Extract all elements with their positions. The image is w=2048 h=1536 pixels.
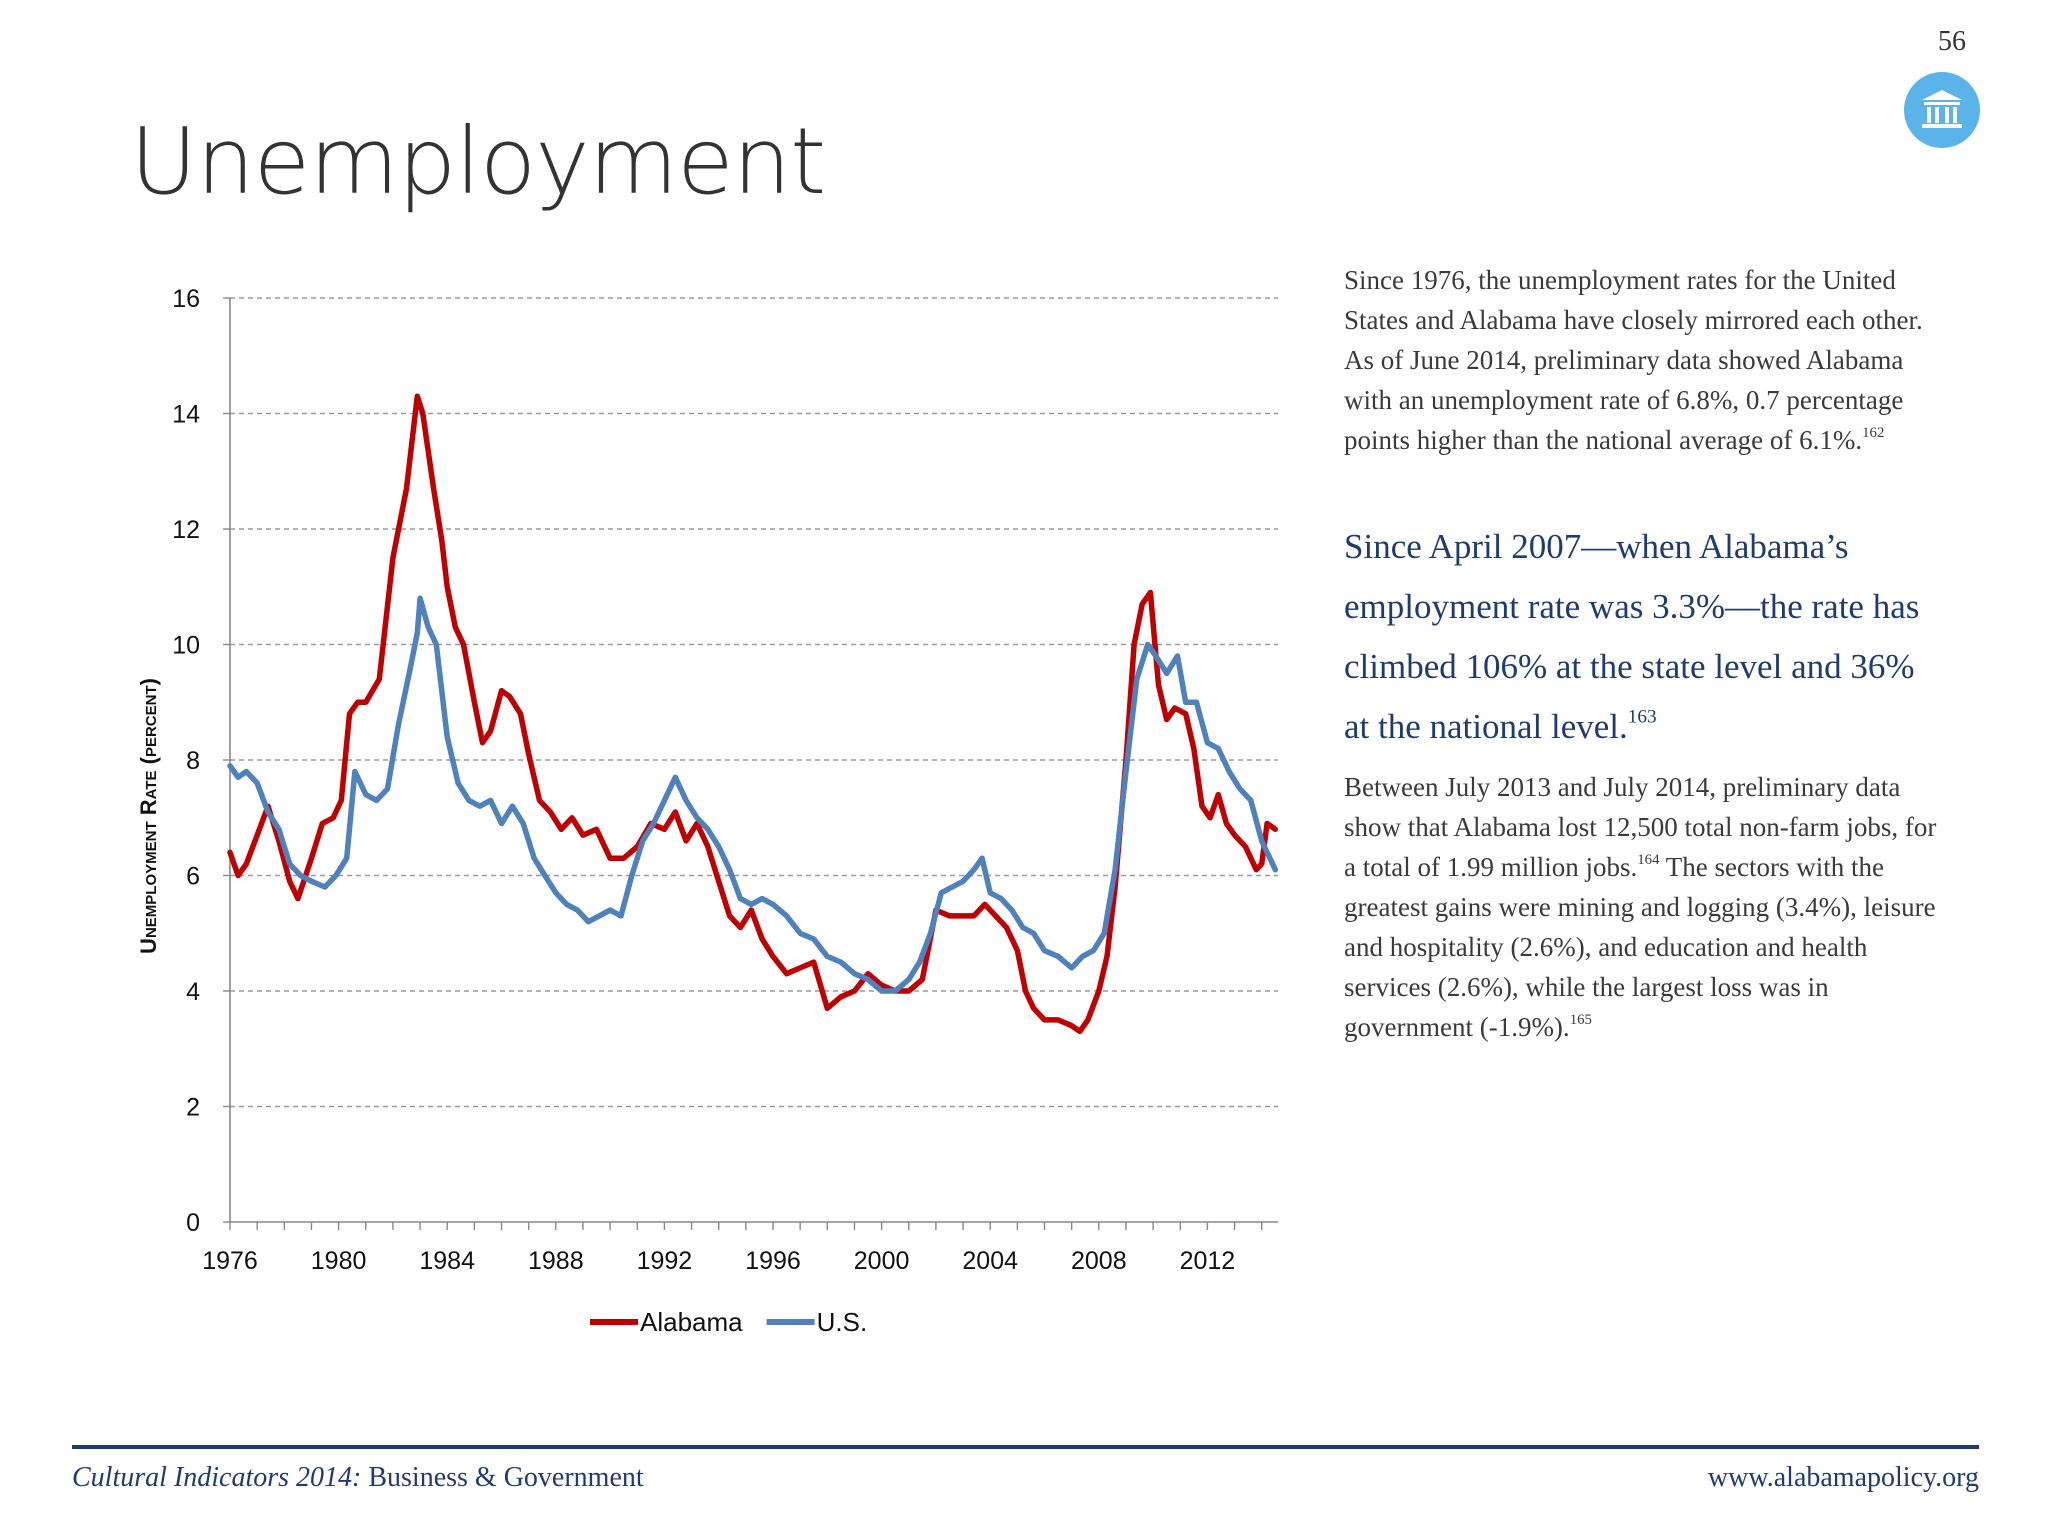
detail-text-2: The sectors with the greatest gains were… — [1344, 852, 1936, 1042]
callout-quote: Since April 2007—when Alabama’s employme… — [1344, 517, 1944, 757]
y-tick-label: 16 — [172, 285, 200, 313]
y-tick-label: 6 — [186, 863, 200, 891]
footer-url[interactable]: www.alabamapolicy.org — [1707, 1462, 1979, 1493]
unemployment-line-chart: 0 2 4 6 8 10 12 14 16 1976 1980 1984 1988 1992 1996 200… — [136, 285, 1279, 1337]
x-tick-label: 1992 — [637, 1247, 693, 1275]
y-tick-label: 0 — [186, 1209, 200, 1237]
x-tick-label: 2008 — [1071, 1247, 1127, 1275]
y-tick-label: 4 — [186, 978, 200, 1006]
y-tick-label: 8 — [186, 747, 200, 775]
capitol-building-glyph — [1922, 90, 1962, 128]
capitol-building-icon — [1904, 72, 1980, 148]
x-tick-label: 1996 — [745, 1247, 801, 1275]
section-name: Business & Government — [361, 1462, 644, 1493]
footnote-ref: 162 — [1862, 425, 1885, 442]
legend-label: U.S. — [817, 1307, 868, 1337]
detail-text-1: Between July 2013 and July 2014, prelimi… — [1344, 772, 1937, 882]
x-tick-label: 1988 — [528, 1247, 584, 1275]
y-tick-label: 12 — [172, 516, 200, 544]
y-tick-label: 14 — [172, 401, 200, 429]
intro-text: Since 1976, the unemployment rates for t… — [1344, 265, 1923, 455]
footnote-ref: 164 — [1637, 852, 1660, 869]
chart-legend: Alabama U.S. — [590, 1307, 867, 1337]
x-tick-label: 2012 — [1180, 1247, 1236, 1275]
footer-divider — [72, 1445, 1979, 1449]
series-lines — [227, 393, 1279, 1035]
x-tick-label: 2000 — [854, 1247, 910, 1275]
legend-label: Alabama — [640, 1307, 743, 1337]
footer-publication: Cultural Indicators 2014: Business & Gov… — [72, 1462, 644, 1494]
footnote-ref: 165 — [1569, 1012, 1592, 1029]
y-tick-label: 10 — [172, 632, 200, 660]
gridlines — [230, 297, 1278, 1108]
page-title: Unemployment — [130, 108, 826, 215]
u-s-series-line — [227, 595, 1279, 994]
axes: 0 2 4 6 8 10 12 14 16 1976 1980 1984 1988 1992 1996 200… — [172, 285, 1278, 1275]
y-axis-title: Unemployment Rate (percent) — [136, 678, 161, 954]
detail-paragraph: Between July 2013 and July 2014, prelimi… — [1344, 767, 1944, 1047]
x-tick-label: 2004 — [962, 1247, 1018, 1275]
page-number: 56 — [1938, 26, 1966, 57]
y-tick-label: 2 — [186, 1094, 200, 1122]
footnote-ref: 163 — [1627, 706, 1657, 728]
x-tick-label: 1976 — [202, 1247, 258, 1275]
alabama-series-line — [227, 393, 1279, 1035]
callout-text: Since April 2007—when Alabama’s employme… — [1344, 527, 1920, 746]
x-tick-label: 1984 — [419, 1247, 475, 1275]
publication-name: Cultural Indicators 2014: — [72, 1462, 362, 1493]
intro-paragraph: Since 1976, the unemployment rates for t… — [1344, 260, 1944, 460]
x-tick-label: 1980 — [311, 1247, 367, 1275]
